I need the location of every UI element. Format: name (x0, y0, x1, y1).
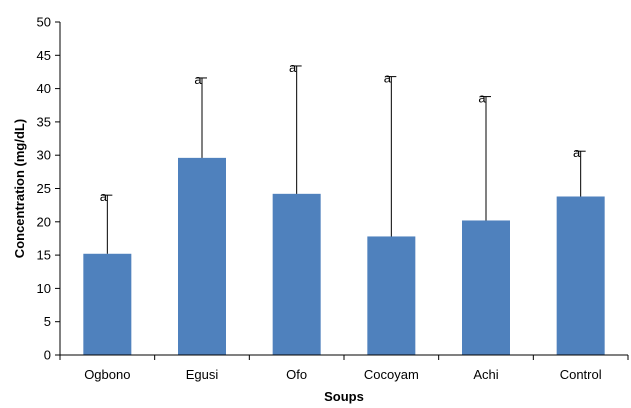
x-tick-label: Achi (473, 367, 498, 382)
bar-control (556, 196, 605, 355)
significance-label: a (100, 189, 108, 204)
y-tick-label: 50 (37, 15, 51, 30)
x-axis-tick-labels: Ogbono Egusi Ofo Cocoyam Achi Control (84, 367, 602, 382)
significance-label: a (573, 145, 581, 160)
significance-label: a (478, 91, 486, 106)
significance-label: a (289, 60, 297, 75)
error-bars: a a a a a a (100, 60, 586, 254)
y-tick-label: 0 (44, 348, 51, 363)
x-axis-title: Soups (324, 389, 364, 404)
y-axis-ticks: 0 5 10 15 20 25 30 35 40 45 50 (37, 15, 629, 363)
y-tick-label: 5 (44, 314, 51, 329)
y-tick-label: 35 (37, 114, 51, 129)
significance-label: a (384, 71, 392, 86)
y-axis-title: Concentration (mg/dL) (12, 119, 27, 258)
bar-ogbono (83, 253, 132, 355)
bar-cocoyam (367, 236, 416, 355)
y-tick-label: 45 (37, 48, 51, 63)
bars (83, 157, 605, 355)
y-tick-label: 15 (37, 248, 51, 263)
x-tick-label: Cocoyam (364, 367, 419, 382)
x-tick-label: Ofo (286, 367, 307, 382)
y-tick-label: 40 (37, 81, 51, 96)
bar-ofo (272, 193, 321, 355)
y-tick-label: 30 (37, 148, 51, 163)
y-tick-label: 10 (37, 281, 51, 296)
y-tick-label: 25 (37, 181, 51, 196)
x-tick-label: Ogbono (84, 367, 130, 382)
x-tick-label: Control (560, 367, 602, 382)
bar-egusi (178, 157, 226, 355)
bar-achi (462, 220, 510, 355)
x-tick-label: Egusi (186, 367, 219, 382)
significance-label: a (194, 72, 202, 87)
y-tick-label: 20 (37, 214, 51, 229)
